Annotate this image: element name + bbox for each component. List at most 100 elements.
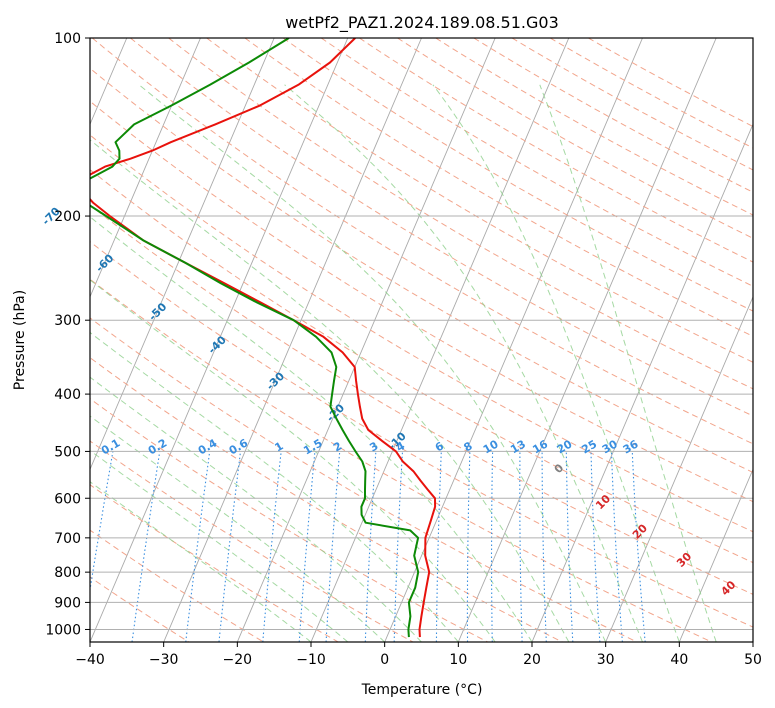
mixing-ratio-label: 0.2 bbox=[146, 436, 169, 457]
pressure-gridlines bbox=[90, 37, 753, 630]
dry-adiabat-line bbox=[91, 38, 753, 445]
isotherm-line bbox=[90, 38, 275, 471]
isotherm-line bbox=[605, 295, 753, 642]
mixing-ratio-line bbox=[218, 451, 242, 642]
x-tick-label: 40 bbox=[670, 652, 688, 668]
mixing-ratio-line bbox=[185, 451, 211, 642]
moist-adiabat-line bbox=[539, 84, 717, 642]
moist-adiabat-line bbox=[90, 139, 570, 642]
background-lines bbox=[90, 38, 753, 642]
isotherm-line bbox=[90, 38, 201, 299]
dry-adiabat-line bbox=[168, 38, 753, 390]
dry-adiabat-line bbox=[90, 317, 638, 642]
mixing-ratio-label: 0.4 bbox=[196, 436, 220, 457]
mixing-ratio-line bbox=[90, 451, 114, 594]
moist-adiabat-label: 0 bbox=[552, 461, 567, 476]
dry-adiabat-line bbox=[588, 38, 753, 128]
isotherm-line bbox=[531, 123, 753, 642]
mixing-ratio-label: 8 bbox=[461, 439, 474, 454]
dry-adiabat-line bbox=[90, 241, 753, 628]
mixing-ratio-label: 36 bbox=[621, 437, 641, 456]
x-tick-label: 10 bbox=[449, 652, 467, 668]
isotherm-label: -80 bbox=[0, 177, 1, 200]
profiles bbox=[90, 38, 437, 638]
moist-adiabat-line bbox=[432, 84, 680, 642]
mixing-ratio-line bbox=[565, 451, 574, 642]
mixing-ratio-label: 13 bbox=[508, 437, 528, 456]
x-tick-label: −10 bbox=[296, 652, 326, 668]
dry-adiabat-line bbox=[90, 357, 563, 642]
mixing-ratio-line bbox=[435, 451, 442, 642]
y-tick-label: 800 bbox=[54, 565, 81, 581]
mixing-ratio-line bbox=[262, 451, 282, 642]
isotherm-line bbox=[163, 38, 422, 642]
dry-adiabat-line bbox=[511, 38, 753, 171]
y-axis-ticks: 100 200 300 400 500 600 700 800 900 1000 bbox=[45, 31, 90, 638]
mixing-ratio-label: 25 bbox=[579, 438, 599, 457]
moist-adiabat-line bbox=[90, 376, 422, 642]
moist-adiabat-line bbox=[90, 415, 386, 642]
y-tick-label: 700 bbox=[54, 531, 81, 547]
moist-adiabat-line bbox=[90, 279, 496, 642]
isotherm-line bbox=[457, 38, 717, 642]
moist-adiabat-label: 30 bbox=[674, 550, 694, 570]
mixing-ratio-label: 3 bbox=[367, 439, 380, 454]
moist-adiabat-label: 20 bbox=[630, 521, 650, 541]
dry-adiabat-line bbox=[473, 38, 753, 193]
dry-adiabat-line bbox=[90, 278, 712, 642]
x-tick-label: 30 bbox=[597, 652, 615, 668]
isotherm-line bbox=[678, 468, 753, 642]
dry-adiabat-line bbox=[90, 440, 414, 642]
dry-adiabat-line bbox=[90, 484, 339, 642]
dry-adiabat-line bbox=[397, 38, 753, 239]
moist-adiabat-line bbox=[284, 84, 643, 642]
moist-adiabat-line bbox=[90, 216, 533, 642]
dry-adiabat-line bbox=[90, 576, 190, 642]
mixing-ratio-label: 20 bbox=[555, 437, 575, 456]
y-tick-label: 100 bbox=[54, 31, 81, 47]
x-tick-label: −20 bbox=[223, 652, 253, 668]
y-tick-label: 200 bbox=[54, 209, 81, 225]
y-tick-label: 900 bbox=[54, 595, 81, 611]
isotherm-line bbox=[90, 38, 349, 642]
y-tick-label: 300 bbox=[54, 313, 81, 329]
x-axis-ticks: −40 −30 −20 −10 0 10 20 30 40 50 bbox=[75, 642, 762, 668]
dry-adiabat-line bbox=[282, 38, 753, 312]
plot-frame bbox=[89, 37, 754, 643]
x-tick-label: 20 bbox=[523, 652, 541, 668]
mixing-ratio-label: 6 bbox=[433, 439, 446, 454]
x-tick-label: 50 bbox=[744, 652, 762, 668]
mixing-ratio-label: 10 bbox=[481, 437, 501, 456]
dry-adiabat-line bbox=[90, 134, 753, 533]
moist-adiabat-line bbox=[90, 331, 459, 642]
x-axis-label: Temperature (°C) bbox=[361, 682, 483, 698]
dewpoint-profile-line bbox=[90, 38, 420, 638]
chart-title: wetPf2_PAZ1.2024.189.08.51.G03 bbox=[285, 13, 559, 33]
mixing-ratio-line bbox=[490, 451, 494, 642]
isotherm-label: -40 bbox=[206, 333, 229, 356]
dry-adiabat-line bbox=[90, 100, 753, 503]
isotherm-line bbox=[384, 38, 643, 642]
y-tick-label: 400 bbox=[54, 387, 81, 403]
y-tick-label: 1000 bbox=[45, 622, 81, 638]
dry-adiabat-line bbox=[90, 204, 753, 595]
dry-adiabat-line bbox=[206, 38, 753, 363]
x-tick-label: 0 bbox=[380, 652, 389, 668]
isotherm-line bbox=[236, 38, 496, 642]
dry-adiabat-line bbox=[90, 529, 264, 642]
mixing-ratio-label: 16 bbox=[530, 437, 550, 456]
x-tick-label: −40 bbox=[75, 652, 105, 668]
mixing-ratio-label: 2 bbox=[331, 439, 344, 454]
moist-adiabat-label: 40 bbox=[718, 578, 738, 598]
mixing-ratio-label: 30 bbox=[600, 437, 620, 456]
dry-adiabat-line bbox=[549, 38, 753, 149]
moist-adiabat-line bbox=[90, 449, 349, 642]
mixing-ratio-label: 1.5 bbox=[301, 436, 324, 457]
isotherm-label: -30 bbox=[264, 369, 287, 392]
moist-adiabat-label: 10 bbox=[593, 492, 613, 512]
x-tick-label: −30 bbox=[149, 652, 179, 668]
dry-adiabat-line bbox=[435, 38, 753, 216]
temperature-profile-line bbox=[90, 38, 437, 638]
isotherm-line bbox=[752, 640, 753, 642]
